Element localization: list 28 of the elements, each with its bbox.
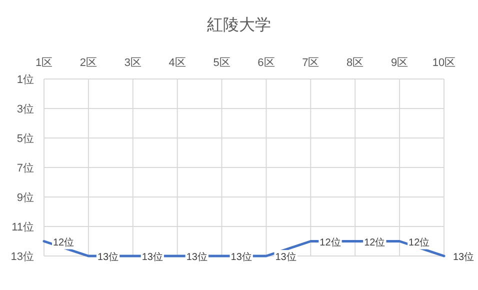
y-tick-label: 7位 <box>16 162 34 174</box>
data-label: 13位 <box>453 251 474 263</box>
data-label: 12位 <box>408 236 430 248</box>
x-tick-label: 10区 <box>432 57 456 69</box>
x-tick-label: 6区 <box>258 57 275 69</box>
data-label: 12位 <box>320 236 341 248</box>
x-tick-label: 8区 <box>346 57 364 69</box>
x-tick-label: 7区 <box>302 57 320 69</box>
x-tick-label: 2区 <box>80 57 98 69</box>
x-tick-label: 5区 <box>213 57 230 69</box>
data-label: 12位 <box>53 236 74 248</box>
y-tick-label: 9位 <box>16 192 34 204</box>
y-tick-label: 5位 <box>16 133 34 145</box>
data-label: 13位 <box>230 251 252 263</box>
data-label: 13位 <box>142 251 164 263</box>
x-tick-label: 1区 <box>35 57 53 69</box>
y-tick-label: 11位 <box>12 222 34 234</box>
y-tick-label: 3位 <box>16 104 34 116</box>
x-tick-label: 9区 <box>390 57 408 69</box>
chart-title: 紅陵大学 <box>207 16 271 34</box>
y-tick-label: 13位 <box>10 251 34 263</box>
data-label: 12位 <box>364 236 386 248</box>
data-label: 13位 <box>97 251 119 263</box>
data-label: 13位 <box>186 251 208 263</box>
x-tick-label: 3区 <box>124 57 142 69</box>
data-label: 13位 <box>275 251 296 263</box>
x-tick-label: 4区 <box>168 57 186 69</box>
y-tick-label: 1位 <box>16 74 34 86</box>
